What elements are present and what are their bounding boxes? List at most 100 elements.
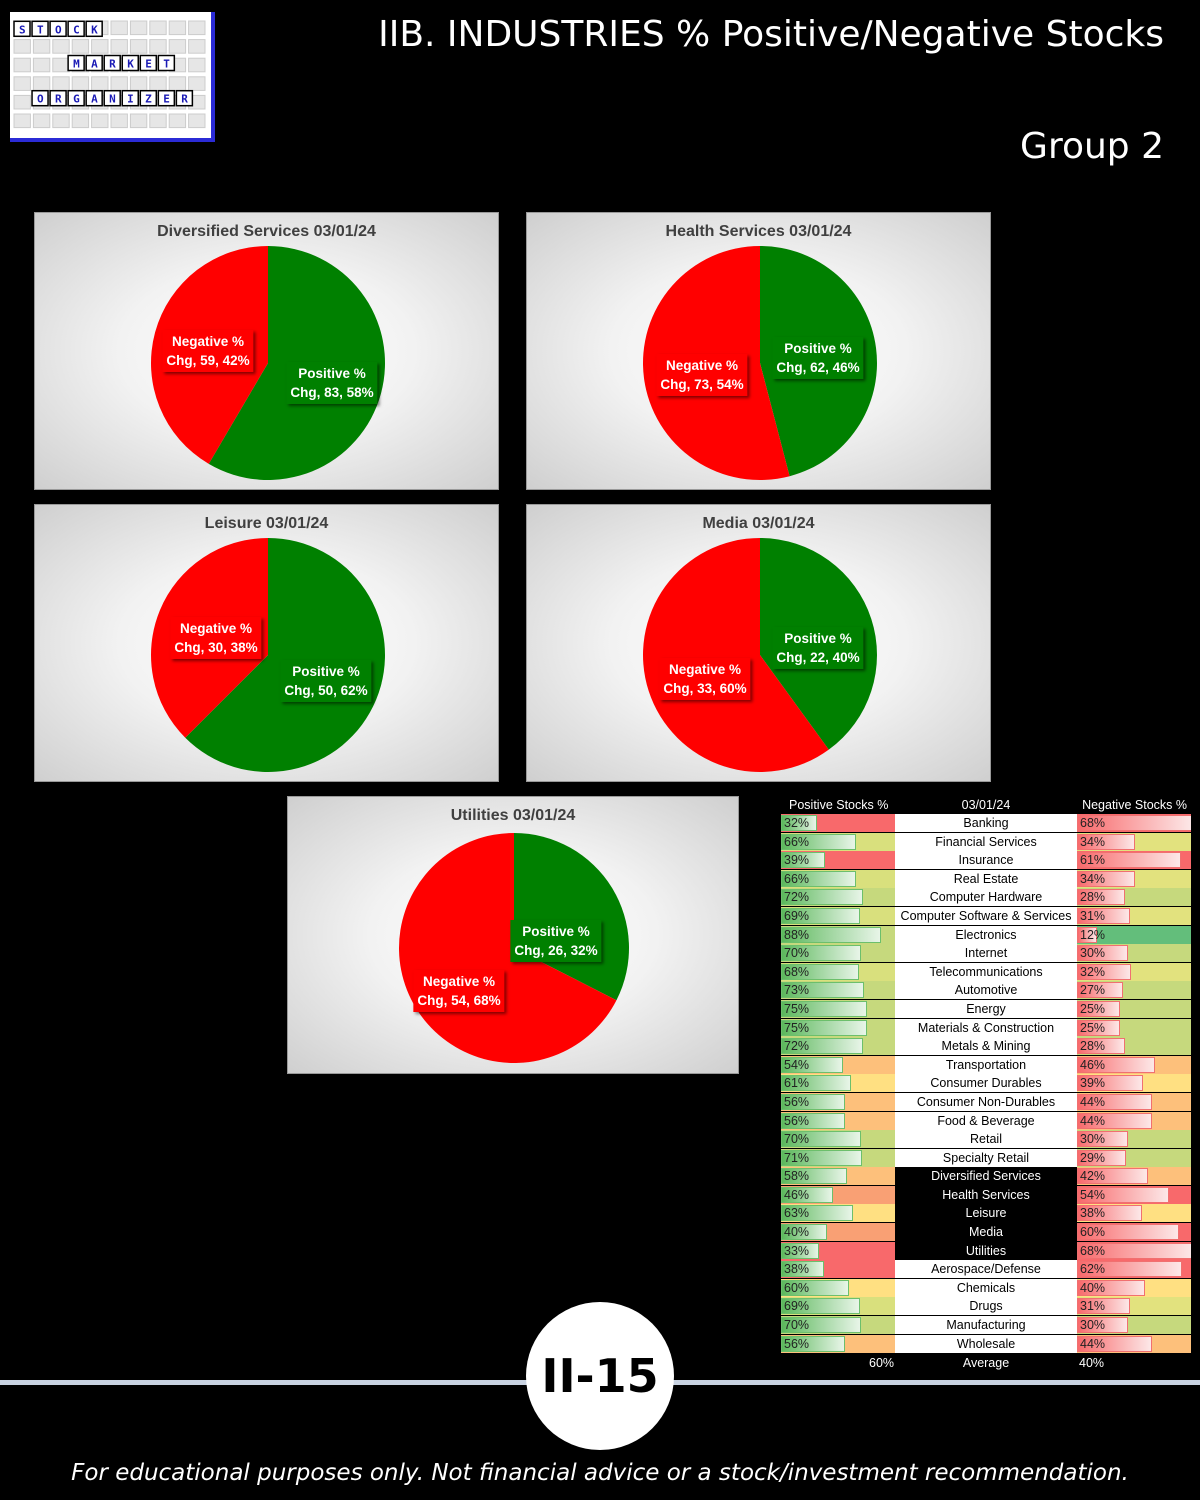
negative-cell: 44% [1077,1334,1191,1353]
negative-cell: 61% [1077,851,1191,870]
logo-cell [13,39,31,54]
table-footer: 60% Average 40% [781,1353,1191,1372]
positive-bar [781,852,826,869]
footer-positive-average: 60% [869,1356,895,1371]
positive-cell: 73% [781,981,895,1000]
logo-cell [129,39,148,54]
logo-grid: STOCK MARKET ORGANIZER [13,20,206,129]
negative-cell: 62% [1077,1260,1191,1279]
logo-cell [52,57,70,73]
header-negative: Negative Stocks % [1082,798,1187,812]
logo-letter-box [49,20,67,38]
industry-name: Health Services [895,1185,1077,1204]
pie-label-positive: Positive % Chg, 62, 46% [772,337,864,379]
logo-letter-box [31,20,49,38]
table-row: 69% Computer Software & Services 31% [781,906,1191,926]
positive-bar [781,1000,867,1017]
negative-bar [1077,907,1130,924]
negative-pct: 38% [1080,1206,1106,1221]
positive-bar [781,870,857,887]
positive-cell: 88% [781,925,895,944]
positive-pct: 71% [784,1150,810,1165]
negative-bar [1077,1131,1128,1148]
positive-pct: 72% [784,1039,810,1054]
logo-cell [168,39,187,54]
positive-cell: 70% [781,944,895,963]
positive-pct: 88% [784,927,810,942]
logo-letter-box [157,89,176,107]
logo-cell [110,20,128,36]
table-row: 71% Specialty Retail 29% [781,1148,1191,1168]
table-row: 61% Consumer Durables 39% [781,1074,1191,1093]
logo-cell [52,113,70,129]
positive-cell: 75% [781,999,895,1018]
negative-pct: 61% [1080,853,1106,868]
table-row: 56% Wholesale 44% [781,1334,1191,1354]
negative-cell: 28% [1077,1037,1191,1056]
table-row: 38% Aerospace/Defense 62% [781,1260,1191,1279]
positive-cell: 56% [781,1334,895,1353]
logo-cell [71,76,90,91]
table-body: 32% Banking 68% 66% Financial Services 34% 39%… [781,814,1191,1353]
logo-cell [32,57,51,73]
negative-bar [1077,926,1098,943]
logo-cell [110,39,128,54]
positive-pct: 66% [784,834,810,849]
positive-cell: 69% [781,906,895,925]
positive-pct: 60% [784,1280,810,1295]
positive-pct: 72% [784,890,810,905]
negative-pct: 29% [1080,1150,1106,1165]
industry-name: Manufacturing [895,1316,1077,1335]
positive-cell: 66% [781,869,895,888]
chart-title: Media 03/01/24 [702,515,815,532]
positive-pct: 70% [784,1318,810,1333]
positive-cell: 69% [781,1297,895,1316]
pie-svg [643,246,877,480]
positive-cell: 46% [781,1185,895,1204]
negative-pct: 28% [1080,1039,1106,1054]
positive-pct: 38% [784,1262,810,1277]
positive-bar [781,833,857,850]
negative-cell: 30% [1077,944,1191,963]
negative-pct: 44% [1080,1113,1106,1128]
logo-text-line3: ORGANIZER [37,93,199,106]
pie-label-negative: Negative % Chg, 59, 42% [162,330,254,372]
positive-pct: 32% [784,816,810,830]
positive-bar [781,1075,851,1092]
logo-cell [168,76,187,91]
negative-cell: 31% [1077,906,1191,925]
logo-letter-box [85,89,103,107]
positive-pct: 70% [784,946,810,961]
negative-pct: 54% [1080,1187,1106,1202]
positive-bar [781,1038,864,1055]
negative-cell: 29% [1077,1148,1191,1167]
industry-name: Electronics [895,925,1077,944]
negative-pct: 30% [1080,946,1106,961]
negative-bar [1077,833,1135,850]
positive-pct: 46% [784,1187,810,1202]
positive-cell: 56% [781,1092,895,1111]
positive-cell: 66% [781,832,895,851]
table-row: 70% Internet 30% [781,944,1191,963]
negative-pct: 31% [1080,1299,1106,1314]
table-row: 66% Financial Services 34% [781,832,1191,852]
positive-pct: 58% [784,1169,810,1184]
industry-name: Food & Beverage [895,1111,1077,1130]
negative-bar [1077,815,1191,831]
negative-cell: 30% [1077,1316,1191,1335]
negative-bar [1077,1224,1179,1241]
negative-cell: 46% [1077,1055,1191,1074]
positive-cell: 72% [781,1037,895,1056]
disclaimer: For educational purposes only. Not finan… [71,1460,1129,1486]
negative-pct: 68% [1080,1243,1106,1258]
negative-cell: 25% [1077,999,1191,1018]
positive-bar [781,1093,845,1110]
positive-pct: 56% [784,1336,810,1351]
negative-pct: 12% [1080,927,1106,942]
logo-cell [149,20,167,36]
industry-name: Banking [895,814,1077,832]
header-date: 03/01/24 [961,798,1011,812]
negative-cell: 60% [1077,1223,1191,1242]
negative-bar [1077,1298,1130,1315]
logo-letter-box [49,89,67,107]
